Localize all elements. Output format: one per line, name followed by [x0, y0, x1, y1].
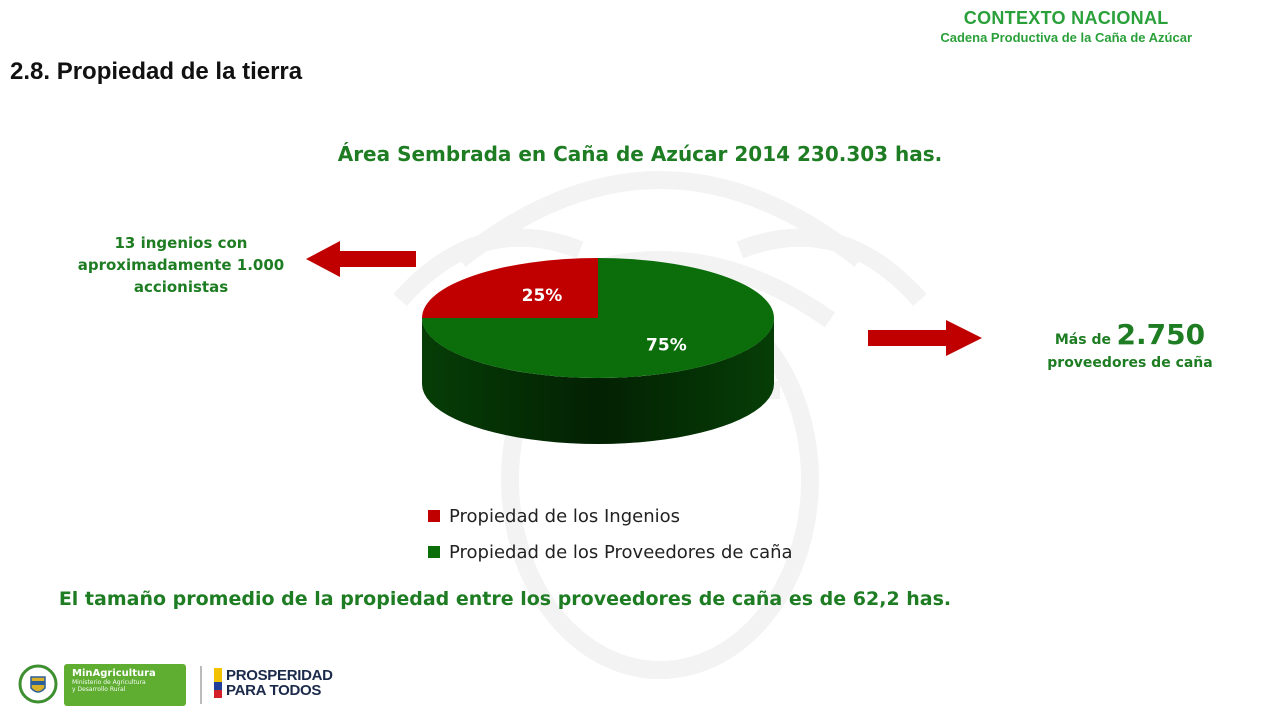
- context-subtitle: Cadena Productiva de la Caña de Azúcar: [940, 30, 1192, 45]
- chart-title: Área Sembrada en Caña de Azúcar 2014 230…: [337, 142, 943, 166]
- ministry-sub2: y Desarrollo Rural: [72, 686, 126, 693]
- pie-slice-0: [422, 258, 598, 318]
- proveedores-prefix: Más de: [1054, 332, 1111, 348]
- legend-item-proveedores: Propiedad de los Proveedores de caña: [428, 534, 793, 570]
- proveedores-note: Más de 2.750 proveedores de caña: [1020, 318, 1240, 371]
- proveedores-number: 2.750: [1116, 318, 1206, 351]
- pie-slice-1: [422, 258, 774, 378]
- ingenios-note-line2: aproximadamente 1.000: [77, 256, 285, 274]
- pie-label-1: 75%: [646, 335, 687, 355]
- slogan-line2: PARA TODOS: [226, 682, 322, 699]
- ministry-name: MinAgricultura: [72, 668, 156, 679]
- flag-stripes-icon: [214, 668, 222, 698]
- chart-legend: Propiedad de los Ingenios Propiedad de l…: [428, 498, 793, 570]
- pie-label-0: 25%: [522, 286, 563, 306]
- pie-side-1: [422, 318, 774, 444]
- legend-swatch-ingenios: [428, 510, 440, 522]
- coat-of-arms-icon: [18, 664, 58, 704]
- ingenios-note: 13 ingenios con aproximadamente 1.000 ac…: [48, 232, 314, 298]
- footer-divider: [200, 666, 202, 704]
- legend-label-proveedores: Propiedad de los Proveedores de caña: [449, 541, 793, 563]
- pie-chart: 25% 75%: [422, 258, 774, 444]
- arrow-right-icon: [868, 320, 982, 356]
- arrow-left-icon: [306, 241, 416, 277]
- legend-swatch-proveedores: [428, 546, 440, 558]
- ingenios-note-line1: 13 ingenios con: [114, 234, 248, 252]
- ministry-logo: MinAgricultura Ministerio de Agricultura…: [64, 664, 186, 706]
- ingenios-note-line3: accionistas: [133, 278, 229, 296]
- context-title: CONTEXTO NACIONAL: [963, 8, 1169, 28]
- average-size-note: El tamaño promedio de la propiedad entre…: [58, 588, 952, 610]
- footer-logos: MinAgricultura Ministerio de Agricultura…: [14, 660, 354, 712]
- ministry-sub1: Ministerio de Agricultura: [72, 679, 146, 686]
- legend-item-ingenios: Propiedad de los Ingenios: [428, 498, 793, 534]
- context-header: CONTEXTO NACIONAL Cadena Productiva de l…: [940, 8, 1192, 45]
- prosperidad-logo: PROSPERIDAD PARA TODOS: [214, 668, 333, 698]
- slogan-line1: PROSPERIDAD: [226, 667, 333, 684]
- section-title: 2.8. Propiedad de la tierra: [10, 58, 303, 85]
- proveedores-suffix: proveedores de caña: [1047, 355, 1213, 371]
- legend-label-ingenios: Propiedad de los Ingenios: [449, 505, 681, 527]
